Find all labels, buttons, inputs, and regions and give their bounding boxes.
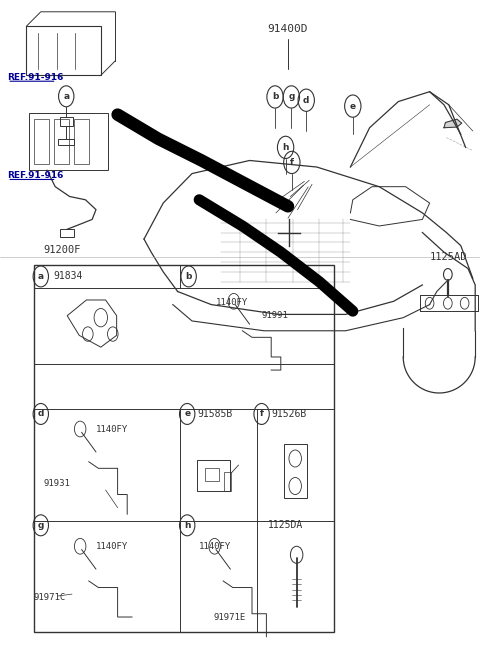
Text: REF.91-916: REF.91-916 <box>7 171 63 180</box>
Text: REF.91-916: REF.91-916 <box>7 73 63 82</box>
Bar <box>26 26 101 75</box>
Text: a: a <box>38 272 44 281</box>
Text: 1125DA: 1125DA <box>268 520 303 531</box>
Text: h: h <box>184 521 191 530</box>
Text: e: e <box>350 102 356 111</box>
Text: 91200F: 91200F <box>44 245 81 255</box>
Bar <box>74 119 89 164</box>
Bar <box>284 444 307 498</box>
Text: h: h <box>282 143 289 152</box>
Text: 1140FY: 1140FY <box>199 542 231 551</box>
Text: f: f <box>260 409 264 419</box>
Bar <box>224 472 231 491</box>
Text: 91400D: 91400D <box>268 24 308 35</box>
Bar <box>54 119 69 164</box>
Text: 91526B: 91526B <box>272 409 307 419</box>
Text: 1140FY: 1140FY <box>216 298 248 307</box>
Text: g: g <box>288 92 295 102</box>
Bar <box>29 113 108 170</box>
Bar <box>60 117 73 126</box>
Bar <box>60 229 74 237</box>
Text: 91834: 91834 <box>54 271 83 282</box>
Text: 91585B: 91585B <box>198 409 233 419</box>
Text: 91991: 91991 <box>262 311 288 320</box>
Text: e: e <box>184 409 190 419</box>
Bar <box>205 468 219 481</box>
Bar <box>34 119 49 164</box>
Bar <box>197 460 230 491</box>
Text: b: b <box>272 92 278 102</box>
Text: g: g <box>37 521 44 530</box>
Bar <box>58 139 74 145</box>
Text: 1125AD: 1125AD <box>430 252 467 263</box>
Text: d: d <box>37 409 44 419</box>
Text: b: b <box>185 272 192 281</box>
Bar <box>34 265 334 632</box>
Text: d: d <box>303 96 310 105</box>
Text: 1140FY: 1140FY <box>96 424 128 434</box>
Text: 91971C: 91971C <box>34 593 66 602</box>
Text: 91971E: 91971E <box>214 612 246 622</box>
Polygon shape <box>444 119 462 128</box>
Text: 1140FY: 1140FY <box>96 542 128 551</box>
Text: a: a <box>63 92 69 101</box>
Text: 91931: 91931 <box>43 479 70 488</box>
Text: f: f <box>290 158 294 167</box>
